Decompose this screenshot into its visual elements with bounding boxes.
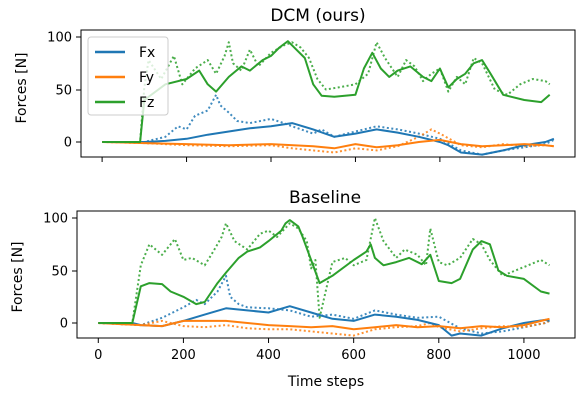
top-plot-area (102, 40, 555, 156)
legend-label-fx: Fx (139, 45, 155, 61)
top-y-ticks: 0 50 100 (47, 31, 81, 151)
bottom-y-ticks: 0 50 100 (43, 212, 77, 332)
xtick-label-1000: 1000 (507, 348, 540, 363)
bottom-ylabel: Forces [N] (10, 241, 26, 312)
series-fx-solid-line (102, 122, 555, 156)
top-ytick-label-0: 0 (64, 136, 72, 151)
top-x-ticks (101, 157, 525, 162)
bottom-plot-area (98, 217, 551, 337)
bottom-ytick-label-100: 100 (43, 212, 68, 227)
top-axes-frame (80, 29, 576, 158)
subplot-top: DCM (ours) Forces [N] 0 50 100 Fx Fy Fz (14, 6, 576, 162)
legend-box (87, 36, 169, 116)
top-ytick-label-50: 50 (55, 84, 72, 99)
bottom-axes-frame (76, 210, 576, 339)
series-fx-dotted-line (98, 274, 550, 335)
xtick-label-0: 0 (94, 348, 102, 363)
series-fx-dotted-line (102, 93, 555, 156)
series-fz-solid-line (102, 40, 551, 143)
bottom-ytick-label-0: 0 (60, 317, 68, 332)
legend-label-fy: Fy (139, 70, 154, 86)
series-fy-dotted-line (98, 319, 550, 337)
top-ytick-label-100: 100 (47, 31, 72, 46)
subplot-bottom: Baseline Forces [N] 0 50 100 0 200 400 600 8… (10, 188, 576, 390)
bottom-ytick-label-50: 50 (51, 265, 68, 280)
series-fz-dotted-line (98, 217, 551, 324)
bottom-x-ticks: 0 200 400 600 800 1000 (94, 338, 540, 363)
series-fz-solid-line (98, 219, 550, 324)
bottom-title: Baseline (289, 188, 361, 208)
x-axis-label: Time steps (287, 374, 364, 390)
legend: Fx Fy Fz (87, 36, 169, 116)
series-fy-solid-line (98, 317, 550, 331)
xtick-label-200: 200 (171, 348, 196, 363)
top-ylabel: Forces [N] (14, 52, 30, 123)
xtick-label-600: 600 (341, 348, 366, 363)
xtick-label-800: 800 (426, 348, 451, 363)
xtick-label-400: 400 (256, 348, 281, 363)
series-fz-dotted-line (102, 41, 551, 143)
series-fy-solid-line (102, 138, 555, 150)
legend-label-fz: Fz (139, 95, 154, 111)
top-title: DCM (ours) (270, 6, 365, 26)
